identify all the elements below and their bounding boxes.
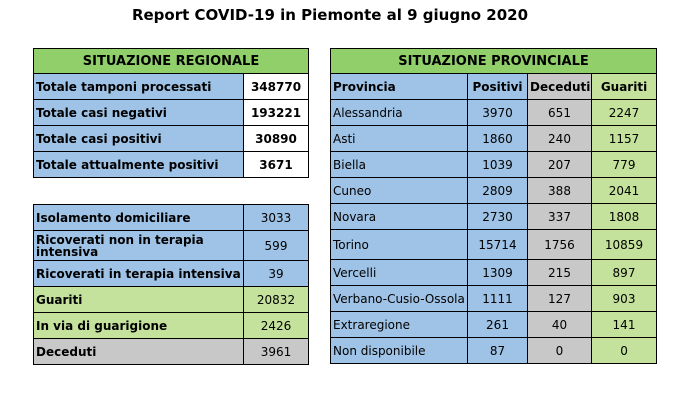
regional-total-row: Totale casi negativi 193221 <box>33 99 310 126</box>
province-row: Torino 15714 1756 10859 <box>330 229 658 260</box>
report-title: Report COVID-19 in Piemonte al 9 giugno … <box>131 6 529 24</box>
total-label: Totale attualmente positivi <box>33 151 244 178</box>
total-value: 3671 <box>242 151 310 178</box>
detail-label: Deceduti <box>33 338 244 365</box>
province-row: Vercelli 1309 215 897 <box>330 259 658 286</box>
detail-row: Deceduti 3961 <box>33 338 309 365</box>
detail-row: Guariti 20832 <box>33 286 309 313</box>
total-value: 348770 <box>242 73 310 100</box>
detail-value: 3961 <box>243 338 309 365</box>
total-label: Totale casi positivi <box>33 125 244 152</box>
detail-row: Ricoverati in terapia intensiva 39 <box>33 260 309 287</box>
regional-details-table: Isolamento domiciliare 3033 Ricoverati n… <box>33 204 309 365</box>
province-positivi: 87 <box>467 337 528 364</box>
total-label: Totale casi negativi <box>33 99 244 126</box>
province-guariti: 141 <box>590 311 658 338</box>
regional-total-row: Totale casi positivi 30890 <box>33 125 310 152</box>
province-deceduti: 127 <box>527 285 592 312</box>
detail-label: Isolamento domiciliare <box>33 204 244 231</box>
province-deceduti: 651 <box>527 99 592 126</box>
total-value: 30890 <box>242 125 310 152</box>
provincial-header: SITUAZIONE PROVINCIALE <box>329 48 658 74</box>
province-positivi: 1039 <box>467 151 528 178</box>
province-positivi: 2730 <box>467 203 528 230</box>
province-positivi: 1111 <box>467 285 528 312</box>
detail-label: In via di guarigione <box>33 312 244 339</box>
province-deceduti: 40 <box>527 311 592 338</box>
province-positivi: 1860 <box>467 125 528 152</box>
detail-row: In via di guarigione 2426 <box>33 312 309 339</box>
province-row: Alessandria 3970 651 2247 <box>330 99 658 126</box>
province-guariti: 903 <box>590 285 658 312</box>
column-header-deceduti: Deceduti <box>527 73 592 100</box>
provincial-column-headers: Provincia Positivi Deceduti Guariti <box>330 73 658 100</box>
province-deceduti: 337 <box>527 203 592 230</box>
province-name: Verbano-Cusio-Ossola <box>330 285 468 312</box>
column-header-guariti: Guariti <box>590 73 658 100</box>
detail-label: Ricoverati non in terapia intensiva <box>33 230 244 261</box>
total-value: 193221 <box>242 99 310 126</box>
detail-value: 2426 <box>243 312 309 339</box>
regional-header-row: SITUAZIONE REGIONALE <box>32 48 310 74</box>
province-row: Extraregione 261 40 141 <box>330 311 658 338</box>
province-row: Cuneo 2809 388 2041 <box>330 177 658 204</box>
province-name: Asti <box>330 125 468 152</box>
column-header-provincia: Provincia <box>330 73 468 100</box>
province-positivi: 1309 <box>467 259 528 286</box>
province-guariti: 1808 <box>590 203 658 230</box>
province-guariti: 897 <box>590 259 658 286</box>
province-deceduti: 0 <box>527 337 592 364</box>
province-name: Extraregione <box>330 311 468 338</box>
province-guariti: 10859 <box>590 229 658 260</box>
regional-header: SITUAZIONE REGIONALE <box>32 48 310 74</box>
province-name: Non disponibile <box>330 337 468 364</box>
detail-row: Ricoverati non in terapia intensiva 599 <box>33 230 309 261</box>
province-name: Biella <box>330 151 468 178</box>
province-name: Vercelli <box>330 259 468 286</box>
province-row: Novara 2730 337 1808 <box>330 203 658 230</box>
regional-total-row: Totale attualmente positivi 3671 <box>33 151 310 178</box>
province-deceduti: 1756 <box>527 229 592 260</box>
province-deceduti: 215 <box>527 259 592 286</box>
province-deceduti: 207 <box>527 151 592 178</box>
total-label: Totale tamponi processati <box>33 73 244 100</box>
province-name: Cuneo <box>330 177 468 204</box>
province-row: Non disponibile 87 0 0 <box>330 337 658 364</box>
detail-value: 39 <box>243 260 309 287</box>
province-guariti: 779 <box>590 151 658 178</box>
column-header-positivi: Positivi <box>467 73 528 100</box>
province-positivi: 3970 <box>467 99 528 126</box>
provincial-table: SITUAZIONE PROVINCIALE Provincia Positiv… <box>329 48 658 364</box>
province-guariti: 1157 <box>590 125 658 152</box>
province-row: Biella 1039 207 779 <box>330 151 658 178</box>
province-positivi: 15714 <box>467 229 528 260</box>
province-guariti: 0 <box>590 337 658 364</box>
detail-value: 20832 <box>243 286 309 313</box>
province-name: Novara <box>330 203 468 230</box>
province-name: Torino <box>330 229 468 260</box>
province-guariti: 2247 <box>590 99 658 126</box>
detail-value: 3033 <box>243 204 309 231</box>
detail-row: Isolamento domiciliare 3033 <box>33 204 309 231</box>
province-positivi: 2809 <box>467 177 528 204</box>
detail-value: 599 <box>243 230 309 261</box>
province-guariti: 2041 <box>590 177 658 204</box>
province-name: Alessandria <box>330 99 468 126</box>
province-deceduti: 388 <box>527 177 592 204</box>
regional-totals-table: SITUAZIONE REGIONALE Totale tamponi proc… <box>32 48 310 178</box>
provincial-header-row: SITUAZIONE PROVINCIALE <box>329 48 658 74</box>
province-deceduti: 240 <box>527 125 592 152</box>
province-row: Verbano-Cusio-Ossola 1111 127 903 <box>330 285 658 312</box>
regional-total-row: Totale tamponi processati 348770 <box>33 73 310 100</box>
detail-label: Guariti <box>33 286 244 313</box>
detail-label: Ricoverati in terapia intensiva <box>33 260 244 287</box>
province-row: Asti 1860 240 1157 <box>330 125 658 152</box>
province-positivi: 261 <box>467 311 528 338</box>
